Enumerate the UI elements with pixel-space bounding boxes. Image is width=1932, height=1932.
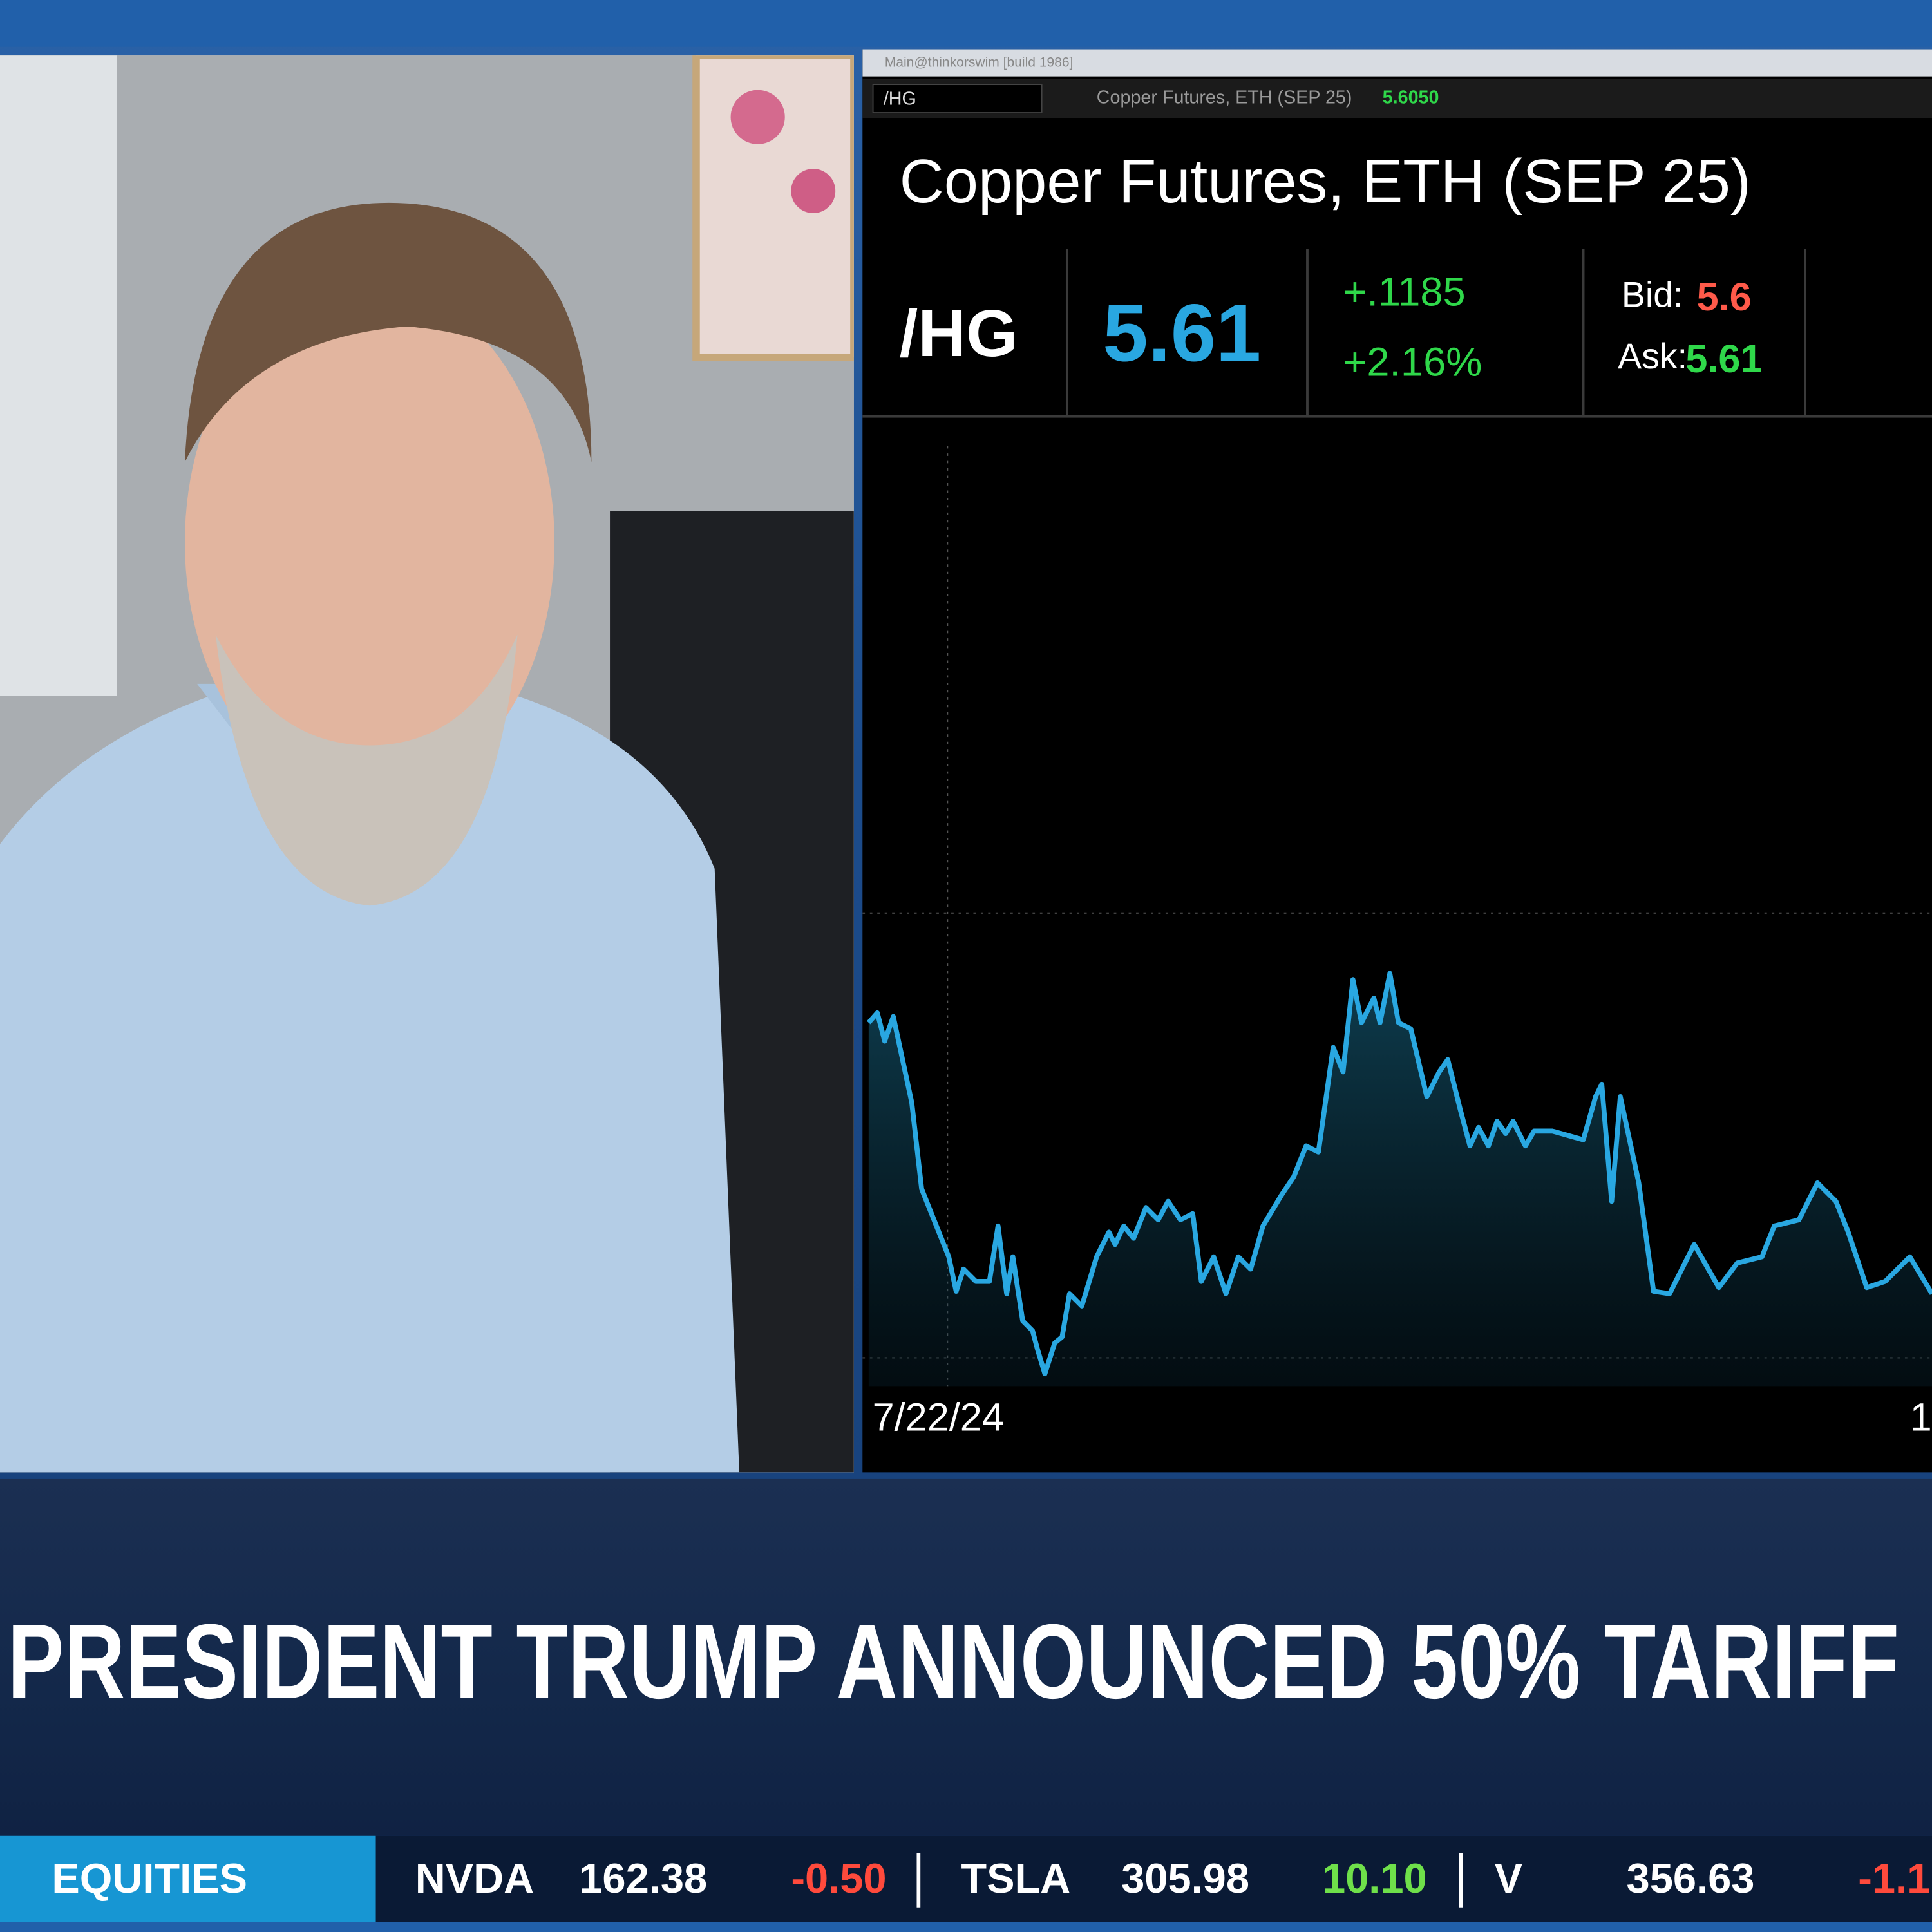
bid: 5.6 xyxy=(1696,274,1752,319)
ticker-separator xyxy=(916,1853,921,1908)
ask: 5.61 xyxy=(1685,336,1763,381)
ticker-separator xyxy=(1459,1853,1463,1908)
price-line xyxy=(866,971,1932,1377)
ticker-change: 10.10 xyxy=(1321,1855,1427,1903)
ticker-label: EQUITIES xyxy=(0,1835,376,1922)
last-price: 5.61 xyxy=(1103,287,1262,379)
window-title: Main@thinkorswim [build 1986] xyxy=(862,49,1932,77)
divider xyxy=(1306,249,1309,417)
ticker-change: -1.1 xyxy=(1858,1855,1931,1903)
ticker-price: 305.98 xyxy=(1121,1855,1250,1903)
net-change: +.1185 xyxy=(1343,269,1466,314)
ask-label: Ask: xyxy=(1618,337,1688,377)
divider xyxy=(1804,249,1806,417)
price-chart xyxy=(862,446,1932,1387)
percent-change: +2.16% xyxy=(1343,339,1482,384)
ticker-change: -0.50 xyxy=(791,1855,887,1903)
symbol-input[interactable]: /HG xyxy=(872,84,1043,114)
ticker-price: 162.38 xyxy=(579,1855,708,1903)
last-price-small: 5.6050 xyxy=(1382,87,1439,109)
divider xyxy=(1582,249,1585,417)
top-strip xyxy=(0,0,1932,47)
trading-window: Main@thinkorswim [build 1986] /HG Copper… xyxy=(862,49,1932,1473)
ticker-symbol: NVDA xyxy=(415,1855,535,1903)
ticker-symbol: TSLA xyxy=(961,1855,1071,1903)
symbol-description: Copper Futures, ETH (SEP 25) xyxy=(1096,87,1352,109)
price-area xyxy=(868,973,1932,1387)
toolbar: /HG Copper Futures, ETH (SEP 25) 5.6050 xyxy=(862,79,1932,118)
ticker-price: 356.63 xyxy=(1626,1855,1755,1903)
divider xyxy=(1065,249,1068,417)
ticker-bar: EQUITIES NVDA 162.38 -0.50 TSLA 305.98 1… xyxy=(0,1835,1932,1922)
date-label: 1 xyxy=(1909,1394,1932,1439)
video-illustration xyxy=(0,55,854,1473)
date-label: 7/22/24 xyxy=(872,1394,1004,1439)
video-feed xyxy=(0,55,854,1473)
quote-symbol: /HG xyxy=(899,297,1018,371)
divider xyxy=(862,415,1932,418)
ticker-symbol: V xyxy=(1494,1855,1523,1903)
bid-label: Bid: xyxy=(1621,276,1683,316)
headline: PRESIDENT TRUMP ANNOUNCED 50% TARIFF xyxy=(7,1603,1900,1721)
bottom-strip xyxy=(0,1922,1932,1932)
quote-title: Copper Futures, ETH (SEP 25) xyxy=(899,146,1751,216)
lower-third: PRESIDENT TRUMP ANNOUNCED 50% TARIFF xyxy=(0,1478,1932,1836)
